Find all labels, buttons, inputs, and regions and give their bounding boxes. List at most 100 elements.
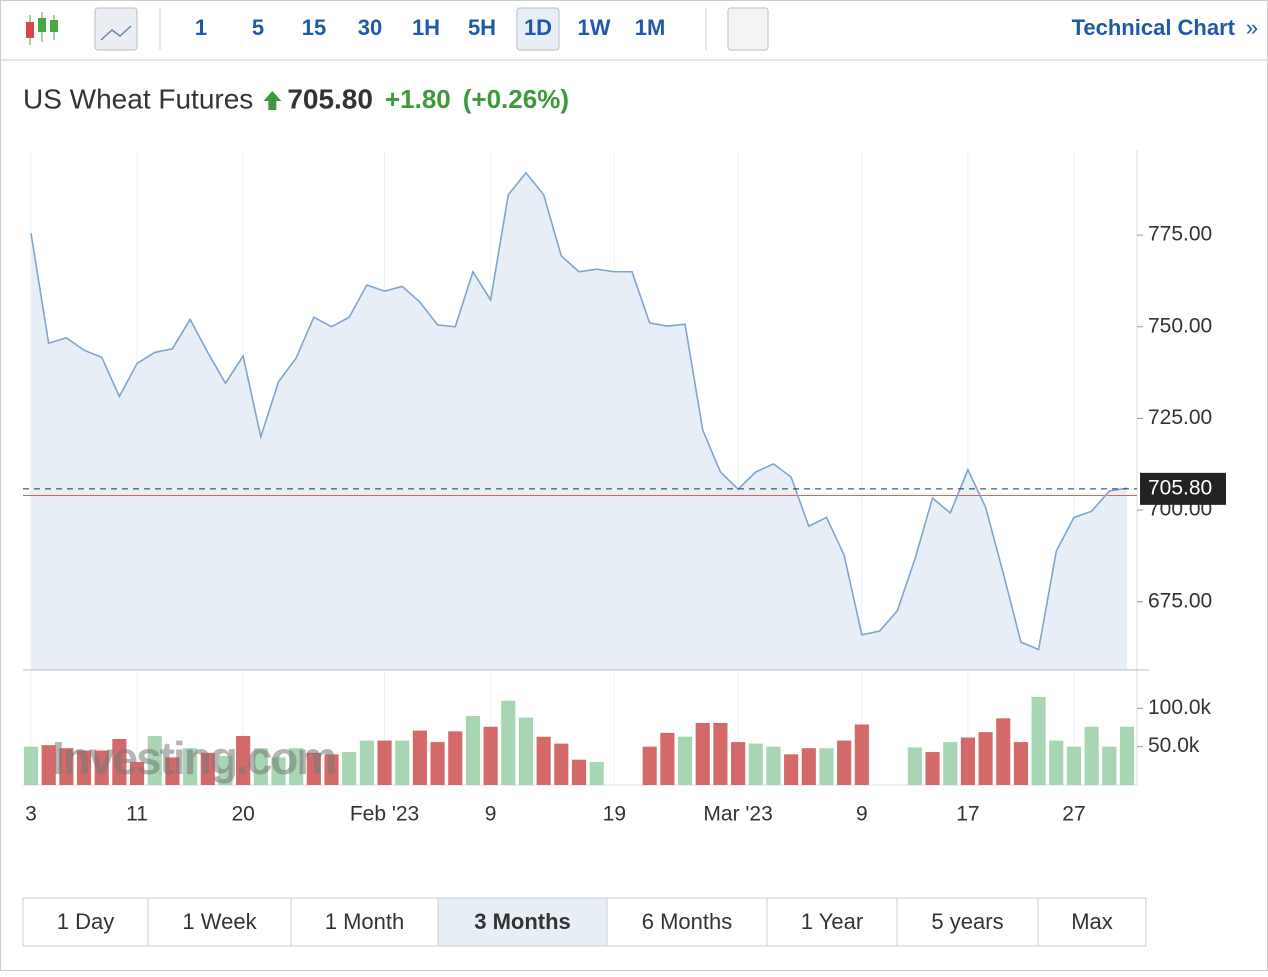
- title: US Wheat Futures: [23, 83, 253, 114]
- interval-button[interactable]: 1W: [578, 15, 611, 40]
- x-tick-label: Feb '23: [350, 803, 419, 826]
- volume-bar: [306, 752, 321, 785]
- volume-bar: [660, 732, 675, 785]
- interval-button[interactable]: 1H: [412, 15, 440, 40]
- volume-bar: [483, 726, 498, 785]
- volume-bar: [925, 752, 940, 785]
- range-label[interactable]: 3 Months: [474, 909, 571, 934]
- volume-bar: [236, 735, 251, 785]
- volume-bar: [784, 754, 799, 785]
- x-tick-label: 27: [1062, 803, 1085, 826]
- technical-chart-link[interactable]: Technical Chart: [1072, 15, 1236, 40]
- range-button[interactable]: [290, 897, 439, 947]
- range-label[interactable]: 1 Month: [325, 909, 405, 934]
- volume-bar: [465, 716, 481, 785]
- range-button[interactable]: [606, 897, 768, 947]
- y-tick-label: 725.00: [1148, 406, 1212, 429]
- interval-button[interactable]: 1: [195, 15, 207, 40]
- volume-bar: [165, 757, 180, 785]
- volume-bar: [554, 743, 569, 785]
- range-label[interactable]: 1 Day: [57, 909, 114, 934]
- watermark: Investing.com: [52, 732, 335, 784]
- volume-bar: [766, 746, 781, 785]
- volume-bar: [23, 746, 39, 785]
- volume-bar: [907, 747, 922, 785]
- up-arrow: [263, 91, 282, 110]
- volume-tick-label: 50.0k: [1148, 734, 1200, 757]
- table-button[interactable]: [727, 7, 769, 51]
- range-label[interactable]: 6 Months: [642, 909, 733, 934]
- line-chart-button[interactable]: [94, 7, 138, 51]
- interval-button[interactable]: 5H: [468, 15, 496, 40]
- volume-bar: [1066, 746, 1082, 785]
- volume-bar: [59, 748, 74, 785]
- volume-bar: [748, 743, 763, 785]
- interval-button[interactable]: 1D: [524, 15, 552, 40]
- volume-bar: [642, 746, 657, 785]
- volume-bar: [819, 748, 834, 785]
- volume-bar: [978, 732, 993, 785]
- volume-bar: [129, 762, 145, 785]
- volume-bar: [1049, 740, 1064, 785]
- volume-bar: [713, 722, 728, 785]
- volume-bar: [342, 752, 357, 785]
- y-tick-label: 775.00: [1148, 223, 1212, 246]
- volume-bar: [801, 748, 816, 785]
- volume-bar: [1102, 746, 1117, 785]
- x-tick-label: 11: [126, 803, 148, 826]
- range-label[interactable]: 1 Year: [801, 909, 863, 934]
- volume-bar: [1084, 726, 1099, 785]
- volume-bar: [518, 717, 534, 785]
- volume-bar: [1013, 742, 1029, 785]
- volume-bar: [536, 736, 551, 785]
- interval-button[interactable]: 5: [252, 15, 264, 40]
- range-button[interactable]: [147, 897, 292, 947]
- x-tick-label: 9: [485, 803, 497, 826]
- interval-button[interactable]: 1M: [635, 15, 666, 40]
- price-line: [30, 171, 1128, 651]
- volume-bar: [695, 722, 710, 785]
- volume-bar: [1031, 696, 1046, 785]
- range-button[interactable]: [1037, 897, 1147, 947]
- range-label[interactable]: Max: [1071, 909, 1113, 934]
- volume-bar: [200, 752, 215, 785]
- last-price-label: 705.80: [1148, 476, 1212, 499]
- volume-bar: [501, 700, 516, 785]
- volume-bar: [218, 755, 233, 785]
- volume-bar: [589, 762, 604, 785]
- active-interval: [516, 7, 560, 51]
- volume-bar: [996, 718, 1011, 785]
- volume-bar: [731, 742, 746, 785]
- price-area: [31, 172, 1127, 670]
- volume-bar: [854, 724, 869, 785]
- range-label[interactable]: 5 years: [931, 909, 1003, 934]
- volume-bar: [677, 736, 693, 785]
- link-icon[interactable]: »: [1246, 15, 1258, 40]
- volume-bar: [377, 740, 392, 785]
- range-button[interactable]: [766, 897, 898, 947]
- volume-bar: [571, 759, 587, 785]
- volume-bar: [324, 754, 339, 785]
- interval-button[interactable]: 30: [358, 15, 382, 40]
- volume-bar: [412, 730, 427, 785]
- change-percent: (+0.26%): [463, 84, 569, 114]
- candle-icon[interactable]: [26, 12, 58, 45]
- line-icon: [100, 25, 132, 41]
- x-tick-label: 20: [231, 803, 254, 826]
- range-button[interactable]: [22, 897, 149, 947]
- volume-bar: [837, 740, 852, 785]
- volume-bar: [94, 750, 109, 785]
- volume-bar: [76, 750, 92, 785]
- interval-button[interactable]: 15: [302, 15, 326, 40]
- range-label[interactable]: 1 Week: [182, 909, 257, 934]
- volume-bar: [183, 748, 198, 785]
- volume-bar: [253, 748, 268, 785]
- change: +1.80: [385, 84, 451, 114]
- y-tick-label: 750.00: [1148, 314, 1212, 337]
- volume-bar: [430, 742, 445, 785]
- range-button[interactable]: [896, 897, 1039, 947]
- volume-bar: [41, 745, 56, 785]
- range-button[interactable]: [437, 897, 608, 947]
